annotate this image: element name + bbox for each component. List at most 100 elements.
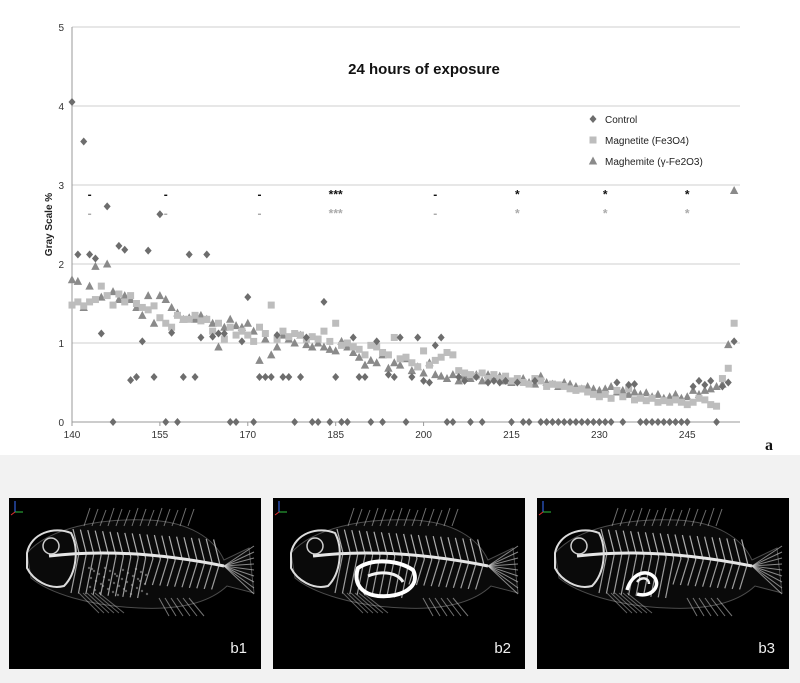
data-point-square	[97, 282, 105, 290]
data-point-square	[613, 386, 621, 394]
rib-bone	[341, 553, 351, 594]
vertebral-spine	[425, 535, 433, 560]
data-point-diamond	[273, 331, 281, 340]
dorsal-fin-ray	[179, 507, 187, 527]
data-point-square	[683, 401, 691, 409]
data-point-diamond	[297, 372, 305, 381]
x-tick-label: 200	[415, 430, 432, 441]
data-point-square	[443, 348, 451, 356]
gut-speckle	[138, 579, 142, 583]
dorsal-fin-ray	[155, 507, 163, 527]
gut-speckle	[120, 577, 124, 581]
data-point-diamond	[121, 245, 129, 254]
significance-bottom: -	[433, 206, 437, 220]
vertebral-spine	[447, 537, 455, 562]
data-point-square	[373, 343, 381, 351]
vertebral-spine	[176, 536, 184, 561]
data-point-square	[220, 335, 228, 343]
vertebral-spine	[726, 538, 734, 563]
gut-speckle	[92, 569, 96, 573]
anal-fin-ray	[158, 597, 170, 617]
vertebral-spine	[454, 537, 462, 562]
data-point-square	[308, 333, 316, 341]
data-point-diamond	[150, 372, 158, 381]
rib-bone	[423, 559, 433, 586]
data-point-triangle	[319, 342, 329, 351]
data-point-diamond	[631, 380, 639, 389]
data-point-square	[144, 306, 152, 314]
data-point-diamond	[513, 378, 521, 387]
rib-bone	[620, 554, 630, 595]
data-point-triangle	[442, 374, 452, 383]
vertebral-spine	[102, 531, 110, 556]
anal-fin-ray	[716, 597, 733, 617]
data-point-square	[150, 302, 158, 310]
vertebral-spine	[741, 539, 749, 564]
spine	[576, 551, 753, 568]
data-point-diamond	[232, 418, 240, 426]
data-point-diamond	[724, 378, 732, 387]
data-point-square	[80, 302, 88, 310]
rib-bone	[605, 553, 615, 594]
pelvic-fin-ray	[342, 592, 364, 614]
rib-bone	[709, 561, 719, 588]
data-point-square	[519, 379, 527, 386]
data-point-triangle	[642, 388, 651, 397]
vertebral-spine	[440, 536, 448, 561]
dorsal-fin-ray	[91, 508, 99, 527]
data-point-diamond	[326, 418, 334, 426]
vertebral-spine	[417, 534, 425, 560]
vertebral-spine	[659, 533, 667, 558]
rib-bone	[679, 558, 689, 586]
dorsal-fin-ray	[619, 508, 627, 527]
gut-speckle	[126, 571, 130, 575]
data-point-diamond	[144, 246, 152, 255]
data-point-square	[332, 319, 340, 327]
significance-bottom: ***	[329, 206, 343, 220]
data-point-diamond	[314, 418, 322, 426]
data-point-square	[595, 393, 603, 401]
tail-fin-ray	[223, 557, 255, 567]
data-point-diamond	[402, 418, 410, 426]
data-point-diamond	[103, 202, 111, 211]
gut-speckle	[121, 568, 125, 572]
rib-bone	[166, 559, 176, 587]
data-point-diamond	[74, 250, 82, 259]
vertebral-spine	[410, 534, 418, 559]
data-point-diamond	[466, 418, 474, 426]
ct-panel-b1: b1	[9, 498, 261, 669]
data-point-triangle	[653, 389, 663, 398]
rib-bone	[628, 555, 638, 596]
vertebral-spine	[373, 531, 381, 556]
data-point-square	[695, 394, 703, 402]
data-point-square	[379, 348, 387, 356]
data-point-diamond	[320, 297, 328, 306]
data-point-square	[74, 298, 82, 306]
tail-fin-ray	[223, 551, 255, 567]
data-point-square	[707, 401, 715, 409]
data-point-triangle	[431, 370, 440, 379]
dorsal-fin-ray	[443, 507, 451, 527]
data-point-square	[238, 327, 246, 335]
pelvic-fin-ray	[622, 592, 648, 614]
rib-bone	[702, 560, 712, 587]
vertebral-spine	[696, 536, 704, 561]
rib-bone	[174, 560, 184, 587]
data-point-diamond	[414, 333, 422, 342]
tail-fin-ray	[487, 557, 519, 567]
data-point-diamond	[660, 418, 668, 426]
data-point-triangle	[272, 342, 282, 351]
panel-a-label: a	[765, 437, 773, 454]
gut-speckle	[117, 584, 121, 588]
vertebral-spine	[667, 533, 675, 559]
rib-bone	[415, 558, 425, 586]
dorsal-fin-ray	[683, 507, 691, 527]
gut-speckle	[93, 588, 97, 592]
pelvic-fin-ray	[86, 592, 110, 614]
rib-bone	[452, 561, 462, 588]
dorsal-fin-ray	[395, 507, 403, 527]
data-point-square	[507, 377, 515, 385]
data-point-diamond	[226, 418, 234, 426]
vertebral-spine	[637, 531, 645, 556]
rib-bone	[114, 556, 124, 597]
